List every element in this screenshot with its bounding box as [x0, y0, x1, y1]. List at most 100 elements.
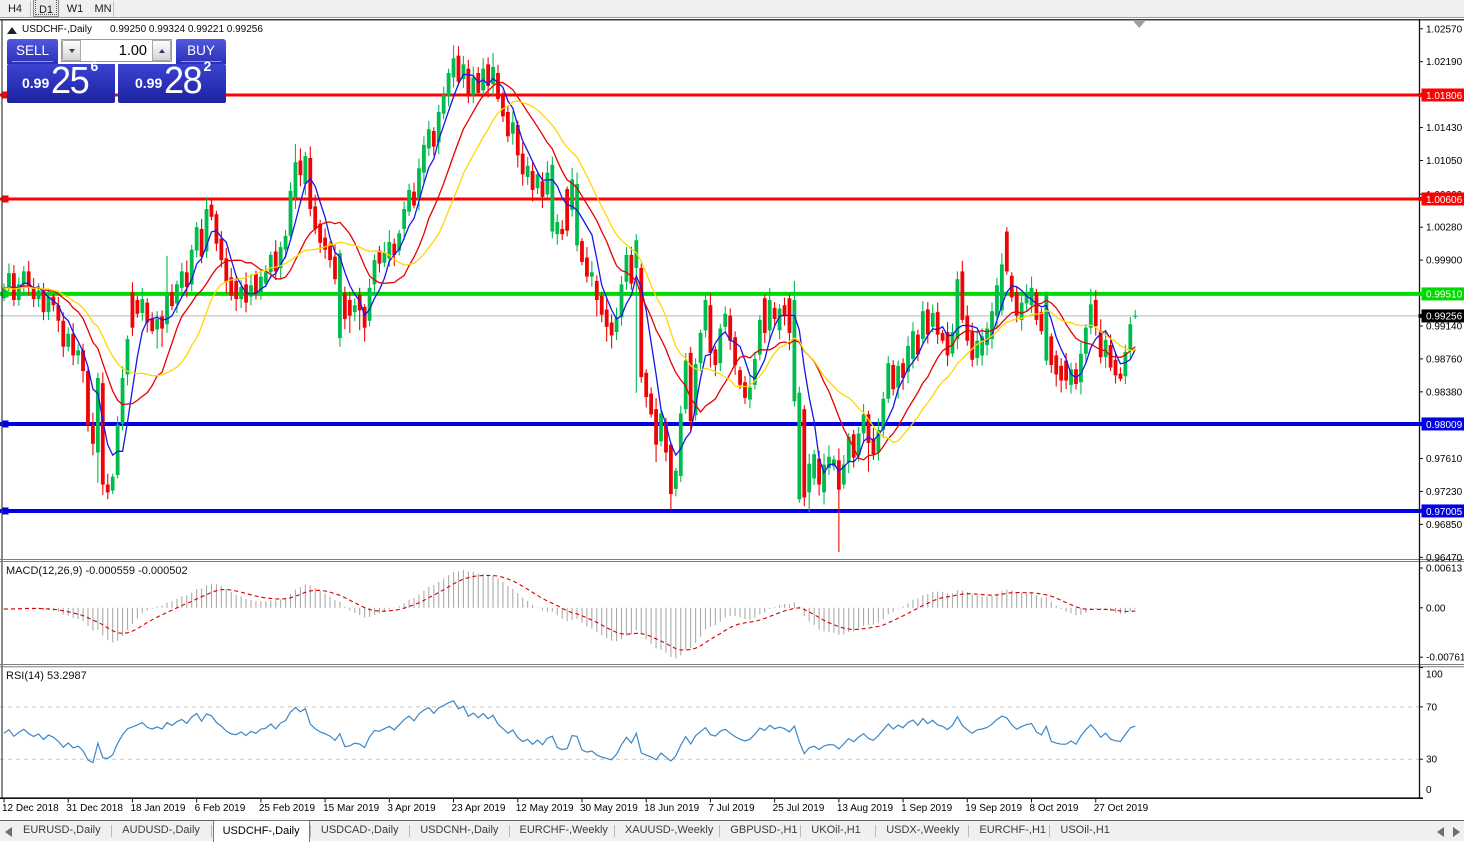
chart-tab-ukoil-h1[interactable]: UKOil-,H1	[811, 824, 861, 836]
candle-body	[1093, 299, 1098, 326]
level-line-anchor[interactable]	[1, 507, 9, 515]
candle-body	[911, 331, 915, 359]
candle-body	[1064, 360, 1068, 381]
tab-separator	[111, 825, 113, 837]
axis-label: 0.97230	[1426, 487, 1463, 498]
candle-body	[333, 256, 337, 280]
price-tag-connector	[1418, 508, 1423, 513]
price-chart-canvas[interactable]: 1.025701.021901.018101.014301.010501.006…	[0, 19, 1464, 819]
axis-label: 0.00	[1426, 603, 1446, 614]
candle-body	[11, 273, 16, 300]
candle-body	[520, 153, 525, 175]
volume-increase-button[interactable]	[152, 40, 171, 61]
volume-decrease-button[interactable]	[62, 40, 81, 61]
timeframe-button-h4[interactable]: H4	[7, 3, 23, 15]
tabs-scroll-right-button[interactable]	[1453, 827, 1460, 837]
candle-body	[550, 164, 555, 232]
candle-body	[713, 349, 718, 365]
candle-body	[743, 382, 747, 398]
candle-body	[733, 337, 738, 365]
candle-body	[752, 358, 757, 385]
candle-body	[1034, 292, 1039, 320]
sell-price-button[interactable]: 0.9925 6	[7, 59, 115, 103]
candle-body	[278, 247, 283, 268]
chart-tab-usdcad-daily[interactable]: USDCAD-,Daily	[320, 824, 399, 836]
candle-body	[836, 460, 841, 490]
date-label: 31 Dec 2018	[66, 803, 123, 814]
candle-body	[866, 414, 871, 443]
axis-label: 1.01806	[1426, 91, 1463, 102]
candle-body	[792, 299, 797, 402]
candle-body	[916, 334, 920, 355]
tab-separator	[800, 825, 802, 837]
date-label: 12 Dec 2018	[2, 803, 59, 814]
candle-body	[846, 436, 851, 462]
candle-body	[1088, 304, 1093, 328]
candle-body	[170, 292, 174, 307]
timeframe-button-d1[interactable]: D1	[33, 0, 59, 17]
candle-body	[328, 244, 332, 261]
level-line-anchor[interactable]	[1, 91, 9, 99]
sell-button-label: SELL	[15, 43, 50, 58]
chart-tab-usdcnh-daily[interactable]: USDCNH-,Daily	[420, 824, 499, 836]
chart-tab-xauusd-weekly[interactable]: XAUUSD-,Weekly	[624, 824, 714, 836]
axis-label: 70	[1426, 702, 1438, 713]
candle-body	[175, 284, 179, 304]
candle-body	[985, 328, 989, 346]
chart-shift-marker[interactable]	[1133, 21, 1146, 28]
axis-label: 0.99900	[1426, 256, 1463, 267]
candle-body	[76, 350, 80, 356]
buy-price-prefix: 0.99	[135, 75, 163, 91]
chart-tab-usdx-weekly[interactable]: USDX-,Weekly	[886, 824, 960, 836]
candle-body	[1044, 294, 1049, 361]
candle-body	[851, 434, 856, 458]
tab-separator	[210, 825, 212, 837]
candle-body	[1014, 292, 1019, 316]
candle-body	[249, 285, 253, 297]
candle-body	[199, 228, 204, 257]
timeframe-button-mn[interactable]: MN	[94, 3, 112, 15]
candle-body	[619, 284, 624, 318]
level-line-anchor[interactable]	[1, 420, 9, 428]
candle-body	[303, 156, 308, 184]
date-label: 25 Jul 2019	[773, 803, 825, 814]
candle-body	[906, 345, 910, 372]
chart-tab-eurchf-weekly[interactable]: EURCHF-,Weekly	[519, 824, 608, 836]
tabs-scroll-left-button[interactable]	[1437, 827, 1444, 837]
sell-button[interactable]: SELL	[7, 39, 58, 64]
candle-body	[431, 131, 436, 147]
level-line-anchor[interactable]	[1, 195, 9, 203]
chart-tab-audusd-daily[interactable]: AUDUSD-,Daily	[122, 824, 200, 836]
candle-body	[367, 287, 372, 321]
candle-body	[678, 413, 683, 476]
candle-body	[31, 287, 36, 300]
buy-button[interactable]: BUY	[176, 39, 226, 64]
candle-body	[654, 409, 658, 445]
timeframe-button-w1[interactable]: W1	[66, 3, 84, 15]
axis-label: 100	[1426, 670, 1443, 681]
chart-tab-usoil-h1[interactable]: USOil-,H1	[1060, 824, 1110, 836]
date-label: 6 Feb 2019	[195, 803, 246, 814]
candle-body	[36, 290, 41, 300]
candle-body	[728, 315, 733, 341]
buy-price-button[interactable]: 0.9928 2	[118, 59, 226, 103]
candle-body	[81, 350, 85, 372]
volume-value[interactable]: 1.00	[118, 43, 147, 59]
candle-body	[412, 191, 416, 206]
candle-body	[965, 315, 970, 341]
chart-tab-eurchf-h1[interactable]: EURCHF-,H1	[979, 824, 1047, 836]
tab-scroll-left-icon[interactable]	[5, 827, 12, 837]
candle-body	[293, 162, 298, 198]
candle-body	[856, 433, 861, 456]
volume-spinner: 1.00	[61, 39, 172, 62]
candle-body	[229, 277, 234, 296]
chart-tab-gbpusd-h1[interactable]: GBPUSD-,H1	[730, 824, 798, 836]
candle-body	[861, 414, 866, 434]
chart-tab-usdchf-daily[interactable]: USDCHF-,Daily	[212, 820, 310, 842]
buy-price-sup: 2	[203, 58, 212, 74]
candle-body	[1083, 327, 1088, 354]
candle-body	[614, 317, 619, 333]
candle-body	[110, 476, 115, 491]
chart-tab-eurusd-daily[interactable]: EURUSD-,Daily	[23, 824, 101, 836]
collapse-panel-icon[interactable]	[7, 27, 17, 34]
